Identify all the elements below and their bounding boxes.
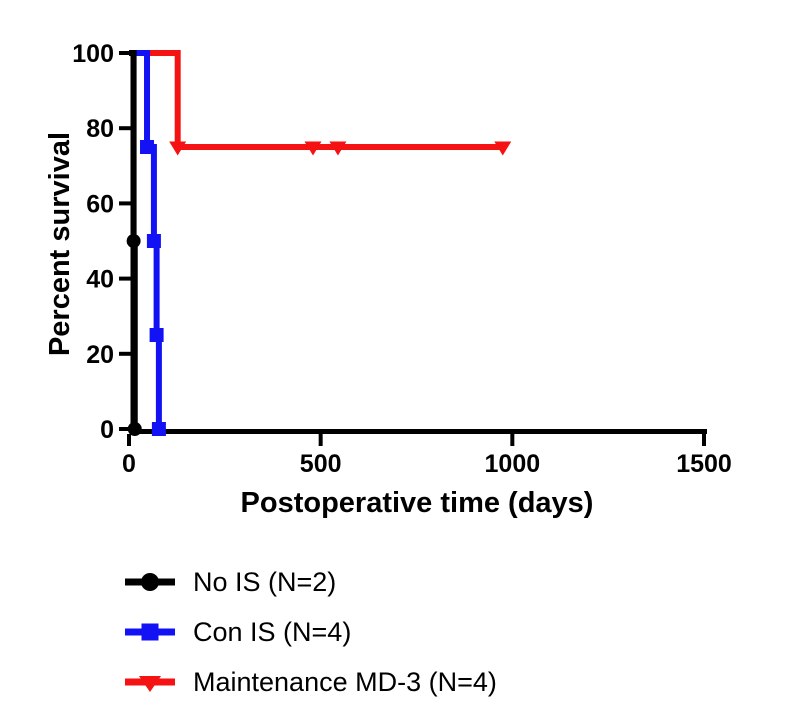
svg-text:80: 80 (86, 115, 114, 143)
legend-label: Con IS (N=4) (193, 616, 352, 647)
legend-item-no-is: No IS (N=2) (123, 557, 497, 607)
svg-text:1500: 1500 (676, 450, 732, 478)
svg-text:500: 500 (300, 450, 342, 478)
svg-text:40: 40 (86, 266, 114, 294)
svg-text:0: 0 (100, 416, 114, 444)
triangle-down-marker-icon (139, 676, 161, 692)
svg-text:1000: 1000 (485, 450, 541, 478)
svg-text:100: 100 (72, 40, 114, 68)
svg-text:60: 60 (86, 190, 114, 218)
y-axis-title: Percent survival (44, 131, 76, 357)
legend-item-maintenance-md3: Maintenance MD-3 (N=4) (123, 657, 497, 707)
legend-symbol (125, 623, 175, 641)
legend-symbol (125, 676, 175, 692)
circle-marker-icon (141, 573, 159, 591)
legend-symbol (125, 573, 175, 591)
square-marker-icon (141, 623, 159, 641)
legend-label: Maintenance MD-3 (N=4) (193, 666, 497, 697)
survival-plot: 0 500 1000 1500 0 20 40 60 80 100 (72, 40, 732, 478)
chart-legend: No IS (N=2) Con IS (N=4) Maintenance MD-… (123, 557, 497, 707)
legend-item-con-is: Con IS (N=4) (123, 607, 497, 657)
svg-text:0: 0 (122, 450, 136, 478)
svg-text:20: 20 (86, 341, 114, 369)
x-axis-title: Postoperative time (days) (240, 487, 594, 519)
legend-label: No IS (N=2) (193, 566, 337, 597)
